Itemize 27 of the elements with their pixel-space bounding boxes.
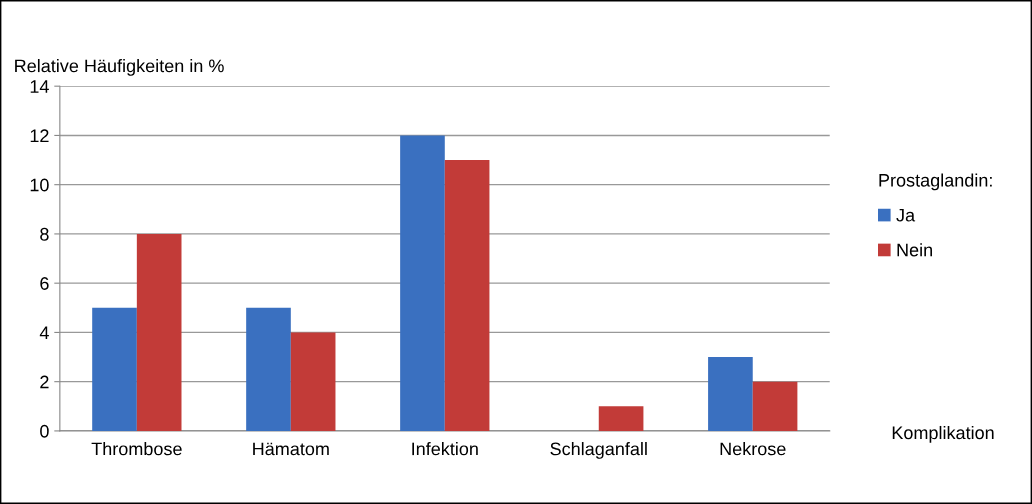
y-tick-label: 14 (30, 80, 49, 93)
y-tick-label: 2 (40, 375, 49, 389)
bar (290, 332, 336, 431)
y-tick-label: 4 (39, 326, 49, 339)
bar (444, 160, 490, 431)
legend-title: Prostaglandin: (879, 173, 992, 191)
y-axis-title: Relative Häufigkeiten in % (15, 59, 224, 76)
y-tick-label: 8 (40, 227, 49, 241)
bar (92, 307, 137, 431)
y-tick-label: 0 (40, 424, 49, 438)
x-tick-label: Hämatom (253, 442, 329, 456)
x-tick-label: Thrombose (91, 442, 182, 456)
bar (400, 135, 445, 431)
bar (708, 357, 753, 431)
bar (246, 307, 291, 431)
x-tick-label: Nekrose (720, 442, 786, 456)
bar (136, 233, 182, 431)
x-tick-label: Schlaganfall (550, 442, 647, 459)
x-axis-title: Komplikation (892, 425, 994, 443)
legend-label: Nein (897, 243, 932, 257)
bar (752, 381, 798, 431)
y-tick-label: 12 (30, 129, 49, 142)
y-tick-label: 6 (40, 277, 49, 290)
legend-label: Ja (896, 208, 916, 222)
y-tick-label: 10 (30, 178, 49, 192)
bar (598, 406, 644, 431)
x-tick-label: Infektion (412, 442, 478, 456)
